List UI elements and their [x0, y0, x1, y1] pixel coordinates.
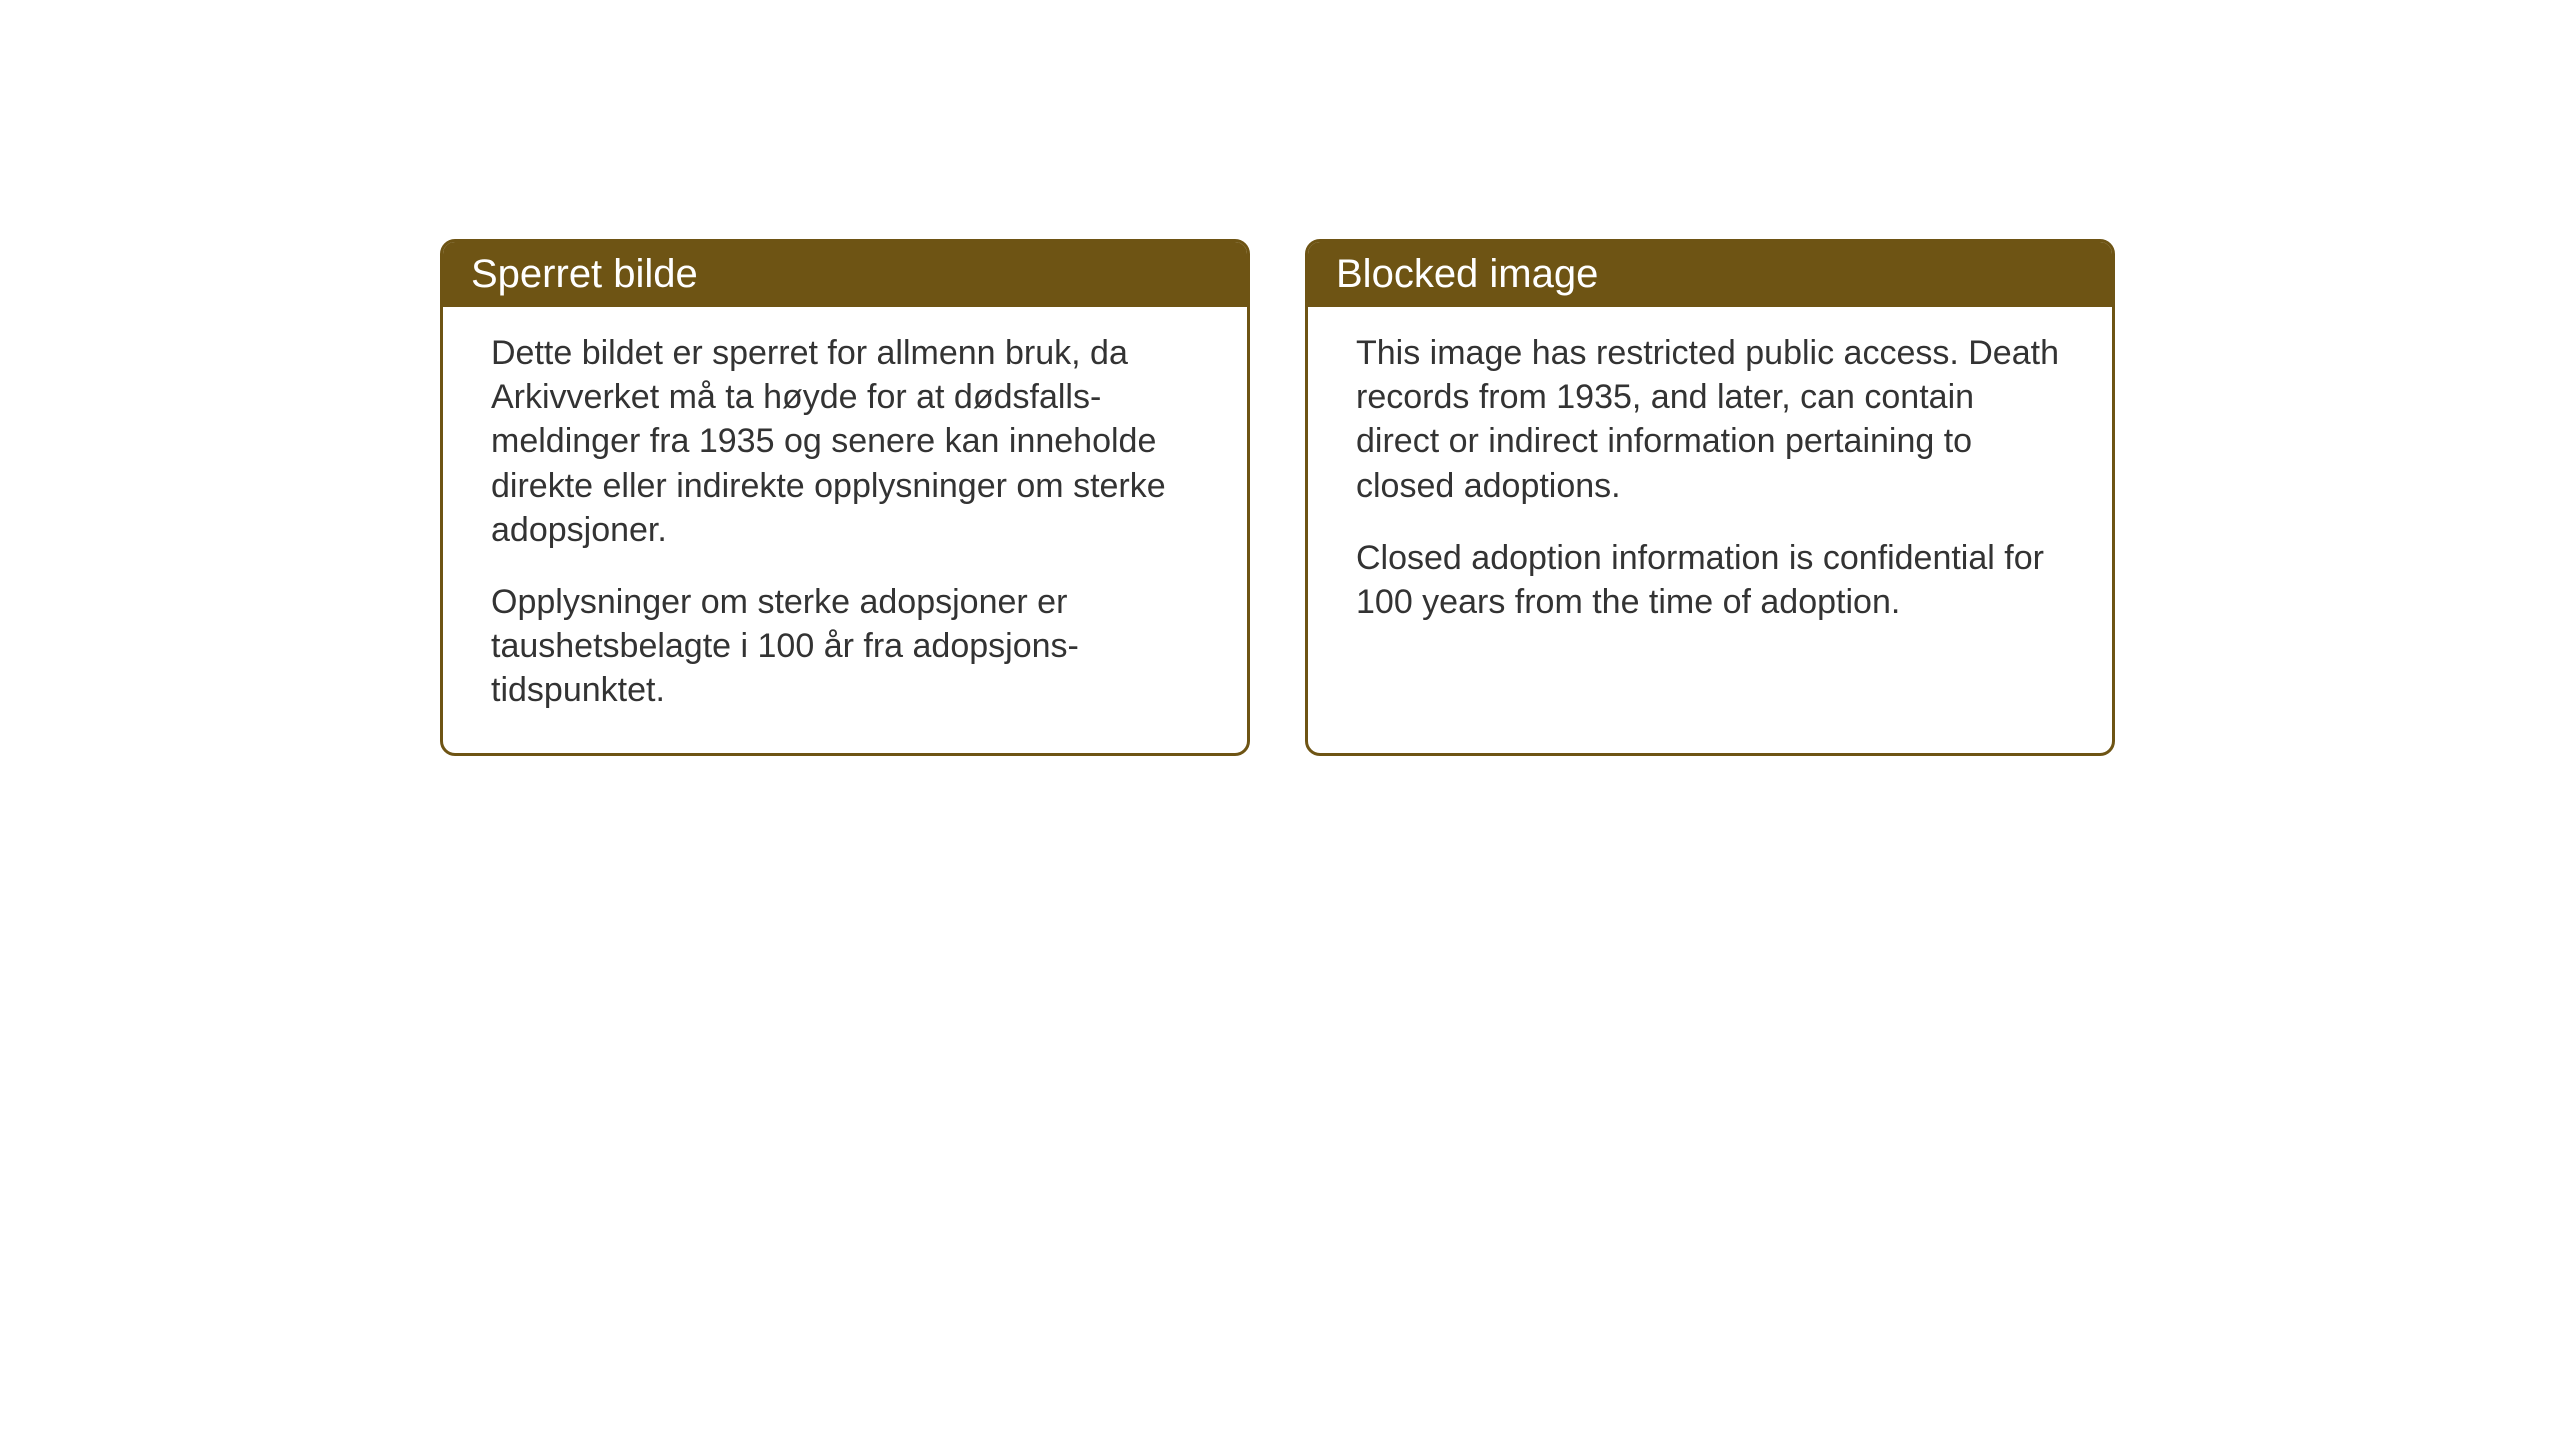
card-paragraph-norwegian-1: Dette bildet er sperret for allmenn bruk… — [491, 331, 1199, 552]
card-paragraph-english-2: Closed adoption information is confident… — [1356, 536, 2064, 624]
card-body-english: This image has restricted public access.… — [1308, 307, 2112, 747]
card-title-english: Blocked image — [1336, 252, 1598, 296]
card-paragraph-norwegian-2: Opplysninger om sterke adopsjoner er tau… — [491, 580, 1199, 713]
notice-container: Sperret bilde Dette bildet er sperret fo… — [440, 239, 2115, 756]
card-header-english: Blocked image — [1308, 242, 2112, 307]
notice-card-english: Blocked image This image has restricted … — [1305, 239, 2115, 756]
card-paragraph-english-1: This image has restricted public access.… — [1356, 331, 2064, 508]
card-header-norwegian: Sperret bilde — [443, 242, 1247, 307]
notice-card-norwegian: Sperret bilde Dette bildet er sperret fo… — [440, 239, 1250, 756]
card-body-norwegian: Dette bildet er sperret for allmenn bruk… — [443, 307, 1247, 753]
card-title-norwegian: Sperret bilde — [471, 252, 698, 296]
